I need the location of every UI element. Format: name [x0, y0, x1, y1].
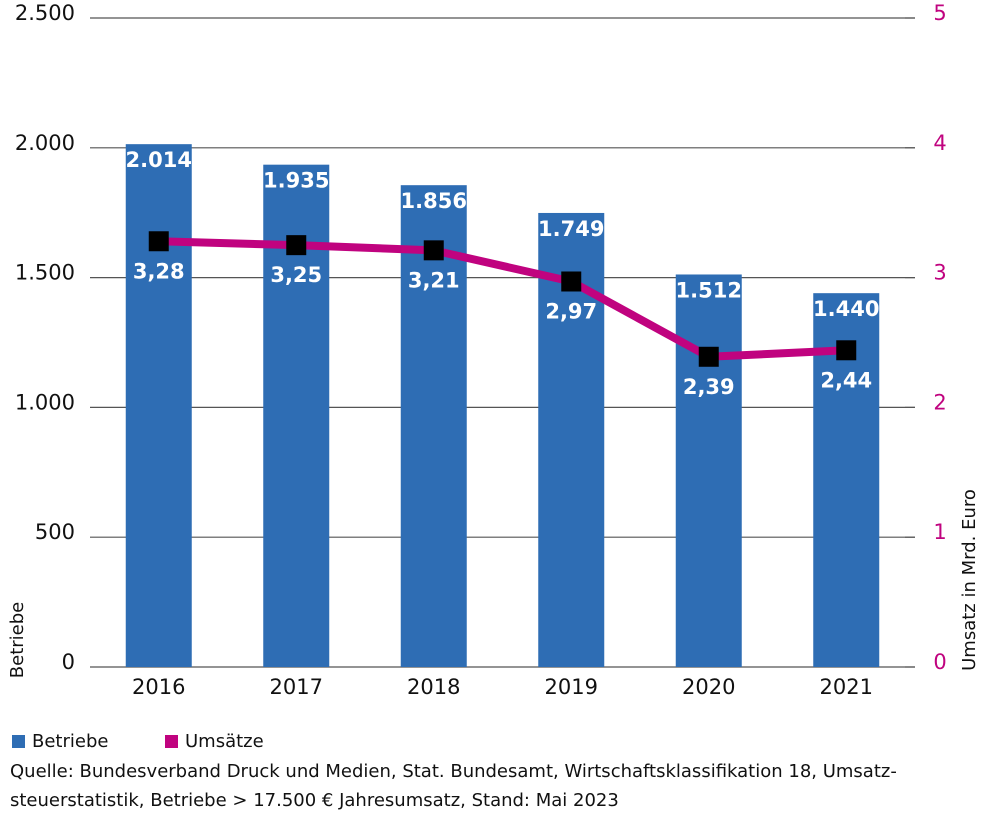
- x-tick-label: 2020: [682, 675, 735, 699]
- y-tick-label: 2.500: [15, 1, 75, 25]
- line-value-label: 3,28: [133, 259, 185, 283]
- marker: [148, 231, 169, 252]
- y2-tick-label: 4: [933, 131, 946, 155]
- line-value-label: 2,44: [820, 368, 872, 392]
- y2-axis-label: Umsatz in Mrd. Euro: [959, 489, 980, 671]
- legend-swatch: [165, 735, 178, 748]
- legend-swatch: [12, 735, 25, 748]
- marker: [836, 340, 857, 361]
- source: steuerstatistik, Betriebe > 17.500 € Jah…: [10, 790, 619, 811]
- bar-value-label: 1.512: [676, 278, 742, 302]
- marker: [423, 240, 444, 261]
- x-tick-label: 2017: [270, 675, 323, 699]
- y-tick-label: 2.000: [15, 131, 75, 155]
- bar-value-label: 1.749: [538, 217, 604, 241]
- source: Quelle: Bundesverband Druck und Medien, …: [10, 761, 897, 782]
- marker: [561, 271, 582, 292]
- y2-tick-label: 2: [933, 390, 946, 414]
- y-axis-label: Betriebe: [7, 602, 28, 678]
- y-tick-label: 500: [35, 520, 75, 544]
- line-value-label: 3,25: [270, 263, 322, 287]
- line-value-label: 2,39: [683, 375, 735, 399]
- line: [158, 237, 847, 361]
- x-tick-label: 2016: [132, 675, 185, 699]
- y-tick-label: 0: [62, 650, 75, 674]
- bar-value-label: 2.014: [126, 148, 192, 172]
- bar-value-label: 1.440: [813, 297, 879, 321]
- y2-tick-label: 0: [933, 650, 946, 674]
- x-tick-label: 2018: [407, 675, 460, 699]
- bar: [400, 185, 467, 667]
- legend-label: Umsätze: [185, 731, 264, 752]
- bar-value-label: 1.856: [401, 189, 467, 213]
- line-value-label: 2,97: [545, 299, 597, 323]
- marker: [286, 235, 307, 256]
- x-tick-label: 2019: [545, 675, 598, 699]
- bar: [675, 274, 742, 667]
- y2-tick-label: 3: [933, 261, 946, 285]
- legend-label: Betriebe: [32, 731, 108, 752]
- bar: [125, 144, 192, 668]
- y2-tick-label: 5: [933, 1, 946, 25]
- y-tick-label: 1.500: [15, 261, 75, 285]
- marker: [698, 346, 719, 367]
- x-tick-label: 2021: [820, 675, 873, 699]
- line-value-label: 3,21: [408, 268, 460, 292]
- y-tick-label: 1.000: [15, 390, 75, 414]
- bar-value-label: 1.935: [263, 169, 329, 193]
- y2-tick-label: 1: [933, 520, 946, 544]
